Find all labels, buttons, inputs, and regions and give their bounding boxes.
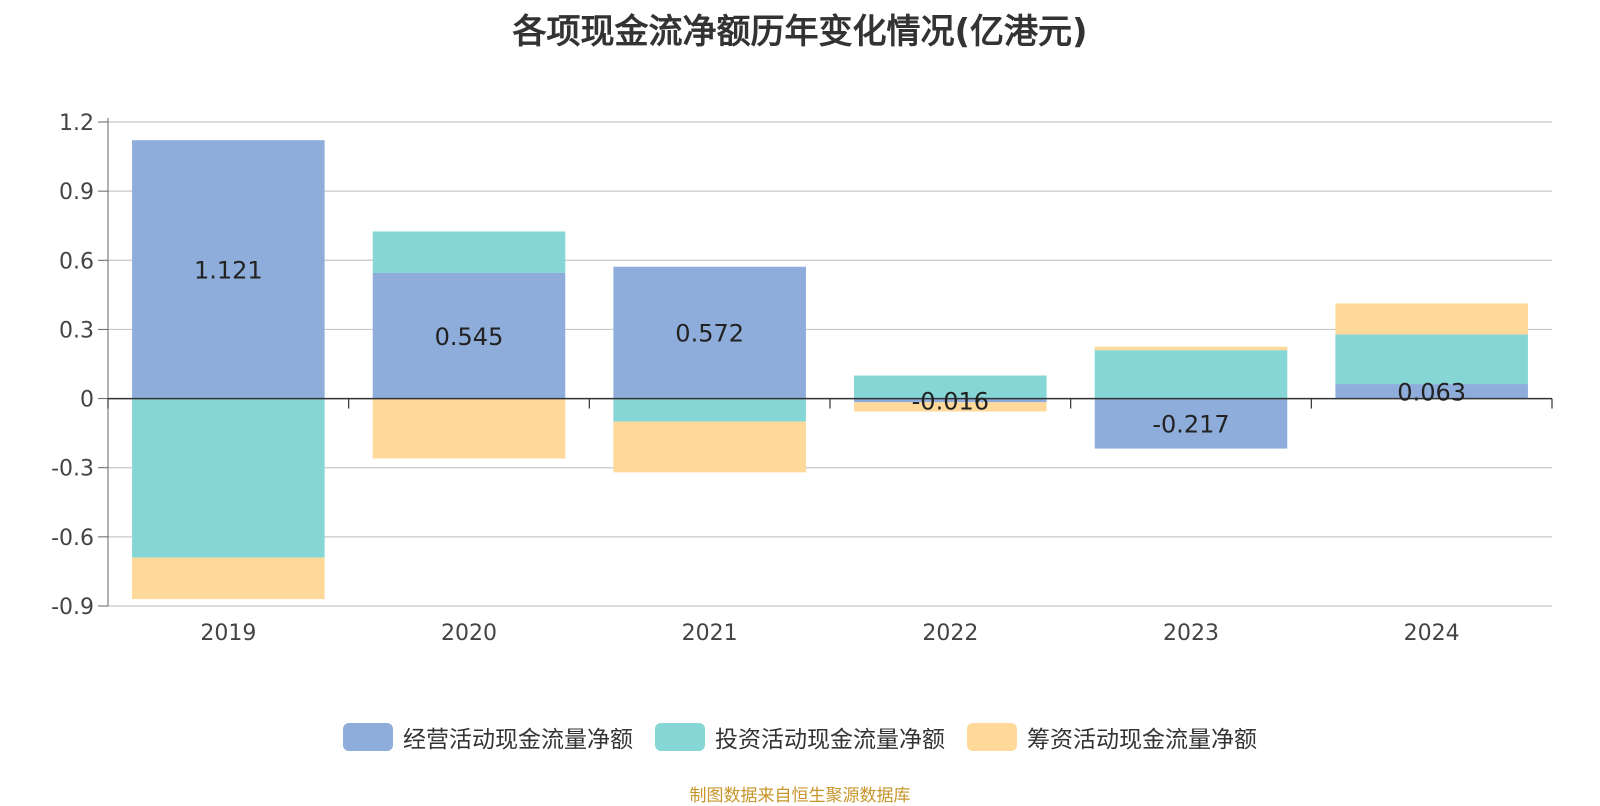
bar-financing bbox=[854, 402, 1047, 412]
bar-operating bbox=[372, 272, 566, 399]
legend-item-operating[interactable]: 经营活动现金流量净额 bbox=[343, 720, 633, 754]
x-tick-label: 2024 bbox=[1404, 621, 1460, 646]
bar-operating bbox=[613, 266, 806, 399]
bar-investing bbox=[1335, 334, 1528, 385]
bar-financing bbox=[613, 421, 806, 473]
bar-marks bbox=[132, 140, 1528, 600]
y-tick-label: 0 bbox=[80, 388, 94, 413]
chart-area: 1.2 0.9 0.6 0.3 0 -0.3 -0.6 -0.9 2019 2020 2021 202… bbox=[51, 111, 1553, 646]
y-tick-label: 0.6 bbox=[59, 249, 94, 274]
data-label: -0.016 bbox=[912, 387, 989, 415]
legend-item-investing[interactable]: 投资活动现金流量净额 bbox=[655, 720, 945, 754]
legend-item-financing[interactable]: 筹资活动现金流量净额 bbox=[967, 720, 1257, 754]
data-label: 0.572 bbox=[675, 320, 744, 348]
y-tick-label: 1.2 bbox=[59, 111, 94, 136]
legend-label-operating: 经营活动现金流量净额 bbox=[403, 727, 633, 753]
legend: 经营活动现金流量净额 投资活动现金流量净额 筹资活动现金流量净额 bbox=[0, 720, 1600, 754]
bar-operating bbox=[1094, 398, 1288, 449]
data-label: -0.217 bbox=[1152, 411, 1229, 439]
legend-label-financing: 筹资活动现金流量净额 bbox=[1027, 727, 1257, 753]
x-tick-label: 2023 bbox=[1163, 621, 1219, 646]
y-tick-label: -0.9 bbox=[51, 595, 94, 620]
data-labels: 1.121 0.545 0.572 -0.016 -0.217 0.063 bbox=[194, 256, 1466, 438]
bar-investing bbox=[854, 375, 1047, 399]
bar-operating bbox=[132, 140, 325, 399]
bar-financing bbox=[1335, 303, 1528, 335]
chart-title: 各项现金流净额历年变化情况(亿港元) bbox=[512, 12, 1088, 52]
bar-financing bbox=[132, 557, 325, 600]
bar-operating bbox=[1335, 384, 1528, 399]
x-tick-label: 2019 bbox=[200, 621, 256, 646]
legend-swatch-operating bbox=[343, 723, 393, 751]
x-tick-label: 2021 bbox=[682, 621, 738, 646]
bar-financing bbox=[1094, 346, 1288, 351]
x-tick-label: 2020 bbox=[441, 621, 497, 646]
bar-investing bbox=[613, 398, 806, 422]
grid-lines bbox=[108, 121, 1552, 607]
y-tick-label: -0.6 bbox=[51, 526, 94, 551]
legend-swatch-financing bbox=[967, 723, 1017, 751]
legend-swatch-investing bbox=[655, 723, 705, 751]
y-tick-label: 0.3 bbox=[59, 318, 94, 343]
y-tick-label: 0.9 bbox=[59, 180, 94, 205]
x-tick-label: 2022 bbox=[922, 621, 978, 646]
source-note: 制图数据来自恒生聚源数据库 bbox=[689, 786, 911, 806]
legend-label-investing: 投资活动现金流量净额 bbox=[715, 727, 945, 753]
bar-financing bbox=[372, 398, 566, 459]
bar-investing bbox=[132, 398, 325, 558]
data-label: 1.121 bbox=[194, 256, 263, 284]
axes: 1.2 0.9 0.6 0.3 0 -0.3 -0.6 -0.9 2019 2020 2021 202… bbox=[51, 111, 1553, 646]
data-label: 0.545 bbox=[435, 323, 504, 351]
data-label: 0.063 bbox=[1397, 378, 1466, 406]
bar-investing bbox=[1094, 350, 1288, 399]
bar-investing bbox=[372, 231, 566, 273]
bar-operating bbox=[854, 398, 1047, 403]
y-tick-label: -0.3 bbox=[51, 457, 94, 482]
